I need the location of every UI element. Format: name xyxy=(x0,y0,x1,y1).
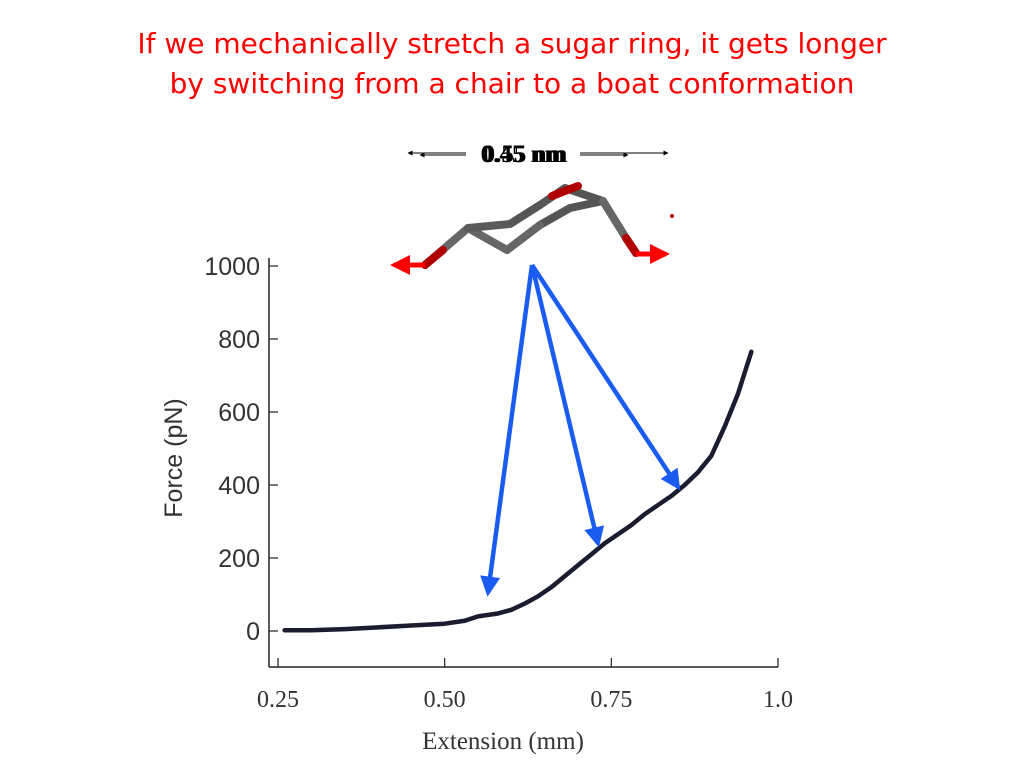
pointer-arrow xyxy=(530,263,681,491)
title-line-1: If we mechanically stretch a sugar ring,… xyxy=(137,27,887,60)
y-tick-label: 800 xyxy=(218,326,260,354)
y-axis-ticks: 0 200 400 600 800 1000 xyxy=(204,253,278,646)
y-axis-label: Force (pN) xyxy=(160,398,188,517)
y-tick-label: 600 xyxy=(218,399,260,427)
distance-annotation: 0.55 nm 0.45 nm xyxy=(407,139,669,168)
x-axis-label: Extension (mm) xyxy=(422,728,584,755)
pointer-arrow xyxy=(529,264,605,548)
stray-mark xyxy=(670,214,674,218)
y-tick-label: 0 xyxy=(246,618,260,646)
title-line-2: by switching from a chair to a boat conf… xyxy=(169,67,855,100)
x-axis-ticks: 0.25 0.50 0.75 1.0 xyxy=(257,658,793,713)
x-tick-label: 0.25 xyxy=(257,687,299,713)
force-extension-line xyxy=(282,349,754,633)
y-tick-label: 200 xyxy=(218,545,260,573)
x-tick-label: 0.50 xyxy=(424,687,466,713)
distance-label-backdrop xyxy=(466,139,580,165)
data-series xyxy=(282,349,754,633)
distance-label-front: 0.45 nm xyxy=(481,141,566,168)
y-tick-label: 1000 xyxy=(204,253,260,281)
x-tick-label: 0.75 xyxy=(590,687,632,713)
y-tick-label: 400 xyxy=(218,472,260,500)
ring-bond-upper xyxy=(464,220,514,232)
plot-area: 0 200 400 600 800 1000 0.25 0.50 0.75 1.0 Force … xyxy=(160,253,793,755)
pointer-arrow xyxy=(480,264,535,597)
ring-bond-front xyxy=(421,221,544,269)
sugar-ring-molecule xyxy=(390,182,674,275)
distance-label-back: 0.55 nm xyxy=(483,141,568,168)
conformation-pointers xyxy=(480,263,681,597)
slide-title: If we mechanically stretch a sugar ring,… xyxy=(0,24,1024,104)
x-tick-label: 1.0 xyxy=(763,687,793,713)
ring-oxygen-bond xyxy=(548,182,582,200)
right-oxygen-bond xyxy=(622,234,640,257)
left-oxygen-bond xyxy=(421,246,447,269)
ring-bond-back xyxy=(506,184,607,229)
